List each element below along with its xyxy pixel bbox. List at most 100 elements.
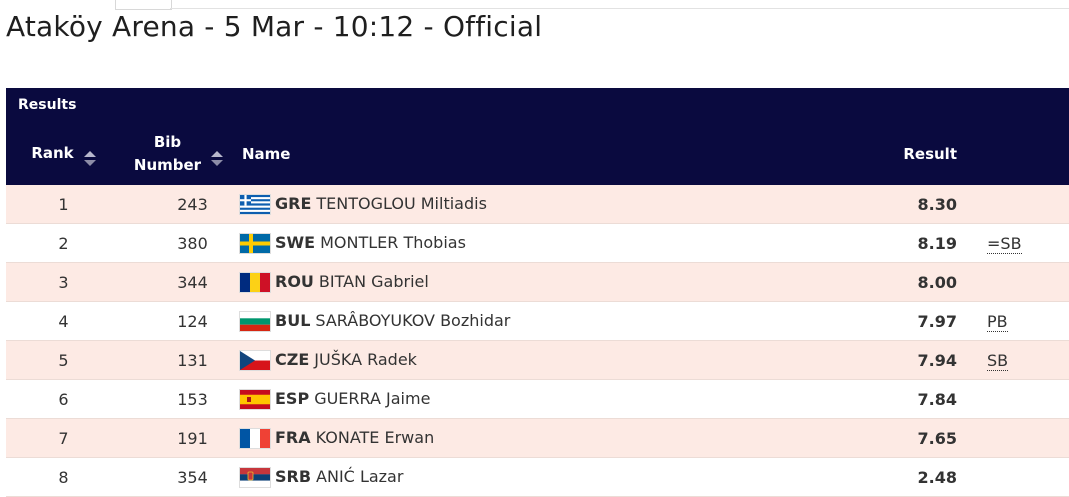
rank-cell: 3 <box>6 262 121 302</box>
sort-icon[interactable] <box>211 151 224 166</box>
bib-value: 191 <box>177 428 208 448</box>
athlete-name[interactable]: MONTLER Thobias <box>320 233 466 252</box>
bib-cell: 243 <box>121 185 236 224</box>
note-cell <box>969 379 1069 419</box>
rank-column-header[interactable]: Rank <box>6 122 121 185</box>
athlete-name[interactable]: KONATE Erwan <box>315 428 435 447</box>
note-cell: SB <box>969 340 1069 380</box>
bib-value: 380 <box>177 233 208 253</box>
result-cell: 8.00 <box>836 262 969 302</box>
rank-cell: 1 <box>6 185 121 224</box>
country-code: ESP <box>275 389 310 408</box>
bib-cell: 124 <box>121 301 236 341</box>
name-cell: CZE JUŠKA Radek <box>236 340 836 380</box>
result-cell: 2.48 <box>836 457 969 497</box>
table-row: 5 131 CZE JUŠKA Radek 7.94 SB <box>6 340 1069 380</box>
rank-cell: 2 <box>6 223 121 263</box>
bib-value: 243 <box>177 194 208 214</box>
result-cell: 8.30 <box>836 185 969 224</box>
top-divider <box>170 8 1069 9</box>
athlete-name[interactable]: TENTOGLOU Miltiadis <box>316 194 487 213</box>
rank-cell: 8 <box>6 457 121 497</box>
greece-flag-icon <box>240 195 270 214</box>
result-value: 7.65 <box>917 428 957 448</box>
country-code: SRB <box>275 467 312 486</box>
bulgaria-flag-icon <box>240 312 270 331</box>
rank-value: 2 <box>58 233 69 253</box>
result-value: 8.19 <box>917 233 957 253</box>
table-row: 6 153 ESP GUERRA Jaime 7.84 <box>6 379 1069 419</box>
sweden-flag-icon <box>240 234 270 253</box>
rank-header-label: Rank <box>31 144 74 162</box>
result-cell: 7.94 <box>836 340 969 380</box>
table-row: 4 124 BUL SARÂBOYUKOV Bozhidar 7.97 PB <box>6 301 1069 341</box>
athlete-name[interactable]: JUŠKA Radek <box>314 350 417 369</box>
spain-flag-icon <box>240 390 270 409</box>
record-note: PB <box>987 311 1008 332</box>
note-cell <box>969 457 1069 497</box>
table-caption: Results <box>6 88 1069 122</box>
rank-value: 8 <box>58 467 69 487</box>
table-row: 3 344 ROU BITAN Gabriel 8.00 <box>6 262 1069 302</box>
sort-icon[interactable] <box>83 151 96 166</box>
note-cell: =SB <box>969 223 1069 263</box>
bib-value: 131 <box>177 350 208 370</box>
rank-cell: 7 <box>6 418 121 458</box>
athlete-name[interactable]: BITAN Gabriel <box>318 272 429 291</box>
results-table: Results Rank Bib Number Name Result <box>6 88 1069 497</box>
bib-column-header[interactable]: Bib Number <box>121 122 236 185</box>
table-row: 1 243 GRE TENTOGLOU Miltiadis 8.30 <box>6 185 1069 224</box>
rank-value: 6 <box>58 389 69 409</box>
result-value: 2.48 <box>917 467 957 487</box>
note-column-header <box>969 122 1069 185</box>
rank-value: 7 <box>58 428 69 448</box>
bib-value: 153 <box>177 389 208 409</box>
czechia-flag-icon <box>240 351 270 370</box>
athlete-name[interactable]: SARÂBOYUKOV Bozhidar <box>315 311 511 330</box>
name-cell: GRE TENTOGLOU Miltiadis <box>236 185 836 224</box>
note-cell <box>969 262 1069 302</box>
name-column-header: Name <box>236 122 836 185</box>
result-column-header: Result <box>836 122 969 185</box>
record-note: =SB <box>987 233 1022 254</box>
name-cell: FRA KONATE Erwan <box>236 418 836 458</box>
result-cell: 7.65 <box>836 418 969 458</box>
rank-cell: 4 <box>6 301 121 341</box>
name-cell: SWE MONTLER Thobias <box>236 223 836 263</box>
country-code: CZE <box>275 350 310 369</box>
page-title: Ataköy Arena - 5 Mar - 10:12 - Official <box>6 10 543 43</box>
result-value: 7.94 <box>917 350 957 370</box>
table-row: 8 354 SRB ANIĆ Lazar 2.48 <box>6 457 1069 497</box>
note-cell: PB <box>969 301 1069 341</box>
athlete-name[interactable]: ANIĆ Lazar <box>316 467 404 486</box>
bib-header-line2: Number <box>133 155 202 174</box>
note-cell <box>969 418 1069 458</box>
country-code: GRE <box>275 194 312 213</box>
rank-value: 3 <box>58 272 69 292</box>
bib-cell: 380 <box>121 223 236 263</box>
bib-cell: 153 <box>121 379 236 419</box>
table-row: 2 380 SWE MONTLER Thobias 8.19 =SB <box>6 223 1069 263</box>
rank-value: 5 <box>58 350 69 370</box>
top-tab[interactable] <box>115 0 172 10</box>
result-value: 7.84 <box>917 389 957 409</box>
country-code: FRA <box>275 428 311 447</box>
bib-cell: 131 <box>121 340 236 380</box>
country-code: SWE <box>275 233 316 252</box>
name-cell: BUL SARÂBOYUKOV Bozhidar <box>236 301 836 341</box>
athlete-name[interactable]: GUERRA Jaime <box>314 389 431 408</box>
bib-value: 354 <box>177 467 208 487</box>
name-cell: ESP GUERRA Jaime <box>236 379 836 419</box>
rank-value: 1 <box>58 194 69 214</box>
rank-cell: 5 <box>6 340 121 380</box>
result-value: 8.30 <box>917 194 957 214</box>
table-row: 7 191 FRA KONATE Erwan 7.65 <box>6 418 1069 458</box>
bib-header-line1: Bib <box>153 132 182 151</box>
serbia-flag-icon <box>240 468 270 487</box>
record-note: SB <box>987 350 1009 371</box>
result-cell: 7.97 <box>836 301 969 341</box>
bib-cell: 344 <box>121 262 236 302</box>
bib-cell: 191 <box>121 418 236 458</box>
rank-cell: 6 <box>6 379 121 419</box>
rank-value: 4 <box>58 311 69 331</box>
